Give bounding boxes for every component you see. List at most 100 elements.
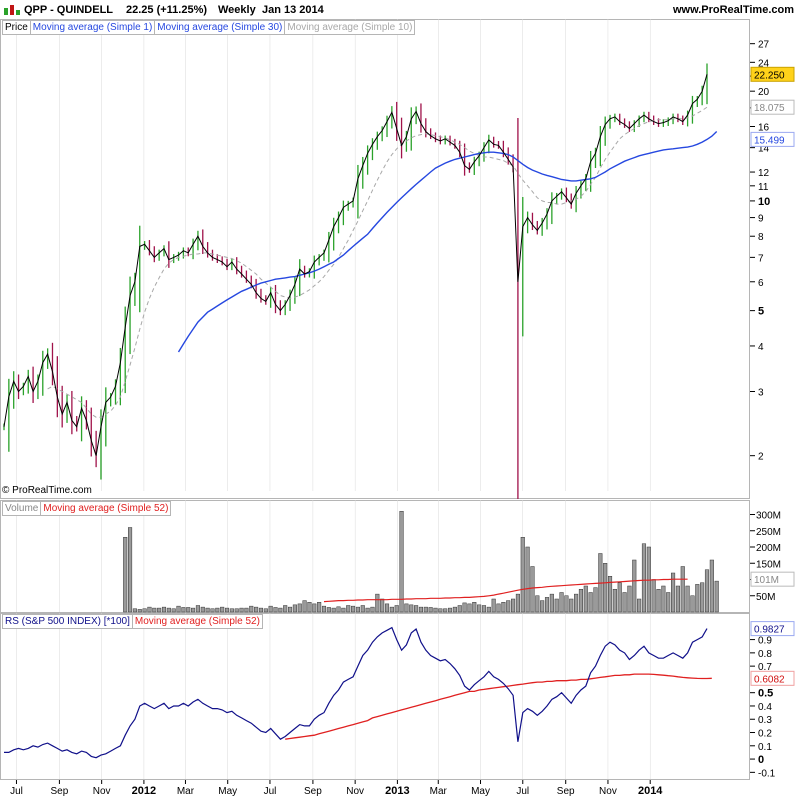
x-tick-Jul: Jul — [516, 786, 529, 797]
x-tick-Jul: Jul — [10, 786, 23, 797]
rs-ma52-value-label-box — [750, 670, 795, 686]
volume-bar — [549, 593, 554, 613]
volume-bar — [258, 607, 264, 613]
volume-bar — [530, 566, 535, 613]
volume-bar — [191, 607, 196, 613]
volume-bar — [287, 606, 293, 613]
volume-bar — [142, 608, 147, 613]
price-value-label-box — [750, 66, 795, 82]
x-tick-May: May — [218, 786, 237, 797]
volume-bar — [346, 605, 351, 613]
volume-bar — [418, 606, 424, 613]
rs-chart: 0.9 0.8 0.7 0.5 0.4 0.3 0.2 0.10 -0.1 0.9827 0.608… — [0, 613, 795, 780]
volume-bar — [355, 606, 360, 613]
volume-bar — [496, 603, 501, 613]
legend-rs-ma52[interactable]: Moving average (Simple 52) — [134, 616, 260, 627]
x-tick-Mar: Mar — [430, 786, 448, 797]
volume-legend: Volume Moving average (Simple 52) — [2, 501, 172, 516]
volume-bar — [540, 600, 545, 613]
x-tick-Sep: Sep — [51, 786, 69, 797]
volume-bar — [123, 537, 128, 613]
volume-bar — [147, 606, 152, 613]
volume-bar — [544, 597, 550, 613]
volume-bar — [627, 585, 632, 613]
volume-bar — [506, 600, 511, 613]
price-y-tick-10: 10 — [758, 196, 770, 208]
volume-bar — [365, 607, 370, 613]
volume-bar — [486, 606, 491, 613]
legend-ma10[interactable]: Moving average (Simple 10) — [287, 22, 413, 33]
volume-bar — [244, 607, 249, 613]
volume-bar — [656, 589, 661, 613]
date-label: Jan 13 2014 — [262, 4, 324, 16]
volume-bar — [229, 608, 234, 613]
x-tick-Sep: Sep — [304, 786, 322, 797]
volume-bar — [535, 595, 540, 613]
volume-bar — [714, 580, 719, 613]
volume-bar — [394, 605, 399, 613]
volume-y-tick-300M: 300M — [756, 511, 781, 522]
volume-value-label: 101M — [754, 575, 779, 586]
volume-bar — [249, 605, 254, 613]
x-tick-2014: 2014 — [638, 785, 663, 797]
volume-bar — [137, 609, 142, 613]
price-y-tick-5: 5 — [758, 306, 764, 318]
volume-bar — [433, 607, 438, 613]
volume-ma52-line — [323, 578, 688, 603]
volume-bar — [564, 595, 569, 613]
volume-y-tick-150M: 150M — [756, 559, 781, 570]
price-y-tick-16: 16 — [758, 123, 770, 134]
volume-bar — [215, 607, 220, 613]
price-y-tick-3: 3 — [758, 387, 764, 398]
volume-bar — [632, 559, 637, 613]
volume-bar — [680, 566, 685, 613]
volume-bar — [210, 608, 215, 613]
price-chart: 272422201816141211109876543222.25018.075… — [0, 19, 795, 499]
legend-vol-ma52[interactable]: Moving average (Simple 52) — [43, 503, 169, 514]
legend-volume[interactable]: Volume — [3, 502, 42, 515]
volume-bar — [351, 605, 356, 613]
volume-bar — [443, 608, 448, 613]
volume-bar — [685, 585, 690, 613]
volume-bar — [399, 511, 404, 613]
volume-bar — [617, 582, 622, 613]
volume-bar — [709, 559, 714, 613]
volume-bar — [404, 603, 409, 613]
volume-bar — [574, 593, 579, 613]
legend-price[interactable]: Price — [3, 21, 31, 34]
volume-bar — [428, 607, 433, 613]
price-panel: 272422201816141211109876543222.25018.075… — [0, 19, 800, 499]
candlestick-icon — [4, 5, 24, 15]
volume-bar — [273, 607, 278, 613]
volume-bar — [375, 593, 380, 613]
volume-bar — [297, 603, 302, 613]
price-y-tick-7: 7 — [758, 253, 764, 264]
volume-bar — [336, 606, 341, 613]
x-tick-2012: 2012 — [132, 785, 156, 797]
volume-bar — [515, 593, 520, 613]
price-line — [3, 74, 708, 456]
legend-ma30[interactable]: Moving average (Simple 30) — [155, 21, 286, 34]
volume-bar — [438, 608, 443, 613]
volume-bar — [695, 584, 700, 613]
legend-rs[interactable]: RS (S&P 500 INDEX) [*100] — [3, 615, 133, 628]
ma10-line — [47, 106, 708, 418]
rs-ma52-line — [285, 673, 712, 740]
legend-ma1[interactable]: Moving average (Simple 1) — [31, 21, 156, 34]
volume-bar — [578, 589, 583, 613]
rs-y-tick-0.3: 0.3 — [758, 715, 772, 726]
volume-bar — [569, 598, 574, 613]
volume-bar — [612, 589, 617, 613]
symbol-title: QPP - QUINDELL — [24, 4, 114, 16]
volume-bar — [384, 603, 390, 613]
volume-bar — [457, 605, 462, 613]
volume-bar — [321, 605, 327, 613]
volume-value-label-box — [750, 571, 795, 587]
volume-bar — [171, 608, 176, 613]
rs-y-tick-0.2: 0.2 — [758, 729, 772, 740]
ma30-value-label-box — [750, 131, 795, 147]
volume-bar — [583, 585, 588, 613]
volume-bar — [254, 606, 259, 613]
source-link[interactable]: www.ProRealTime.com — [672, 4, 794, 16]
volume-y-tick-200M: 200M — [756, 543, 781, 554]
